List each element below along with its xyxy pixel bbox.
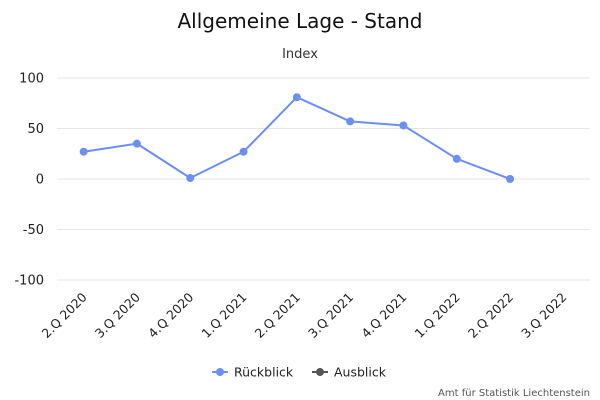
x-tick-label: 2.Q 2022 bbox=[465, 290, 516, 341]
series-layer bbox=[79, 93, 515, 183]
data-point[interactable] bbox=[399, 121, 408, 130]
x-tick-label: 4.Q 2021 bbox=[358, 290, 409, 341]
chart-title: Allgemeine Lage - Stand bbox=[178, 9, 423, 33]
data-point[interactable] bbox=[506, 175, 515, 183]
chart-subtitle: Index bbox=[282, 47, 318, 62]
grid-lines bbox=[57, 77, 590, 281]
y-axis-ticks: 100 50 0 -50 -100 bbox=[14, 72, 44, 289]
series-line bbox=[83, 96, 511, 180]
y-tick-label: 0 bbox=[36, 173, 44, 188]
legend-marker-rueckblick bbox=[216, 368, 224, 376]
data-point[interactable] bbox=[239, 147, 248, 156]
legend-item-ausblick[interactable]: Ausblick bbox=[312, 365, 387, 380]
data-point[interactable] bbox=[346, 117, 355, 126]
data-point[interactable] bbox=[186, 173, 195, 182]
legend-item-rueckblick[interactable]: Rückblick bbox=[212, 365, 294, 380]
x-axis-ticks: 2.Q 2020 3.Q 2020 4.Q 2020 1.Q 2021 2.Q 2021… bbox=[38, 289, 569, 340]
x-tick-label: 3.Q 2022 bbox=[518, 290, 569, 341]
legend-label-rueckblick: Rückblick bbox=[234, 365, 294, 380]
legend: Rückblick Ausblick bbox=[212, 365, 387, 380]
credits-text[interactable]: Amt für Statistik Liechtenstein bbox=[438, 388, 590, 399]
y-tick-label: 100 bbox=[19, 72, 44, 87]
x-tick-label: 3.Q 2021 bbox=[305, 290, 356, 341]
x-tick-label: 2.Q 2020 bbox=[38, 289, 89, 340]
data-point[interactable] bbox=[452, 154, 461, 163]
x-tick-label: 2.Q 2021 bbox=[252, 290, 303, 341]
y-tick-label: 50 bbox=[27, 122, 44, 137]
x-tick-label: 1.Q 2022 bbox=[412, 290, 463, 341]
y-tick-label: -50 bbox=[23, 223, 44, 238]
data-point[interactable] bbox=[79, 147, 88, 156]
data-point[interactable] bbox=[292, 93, 301, 102]
legend-marker-ausblick bbox=[316, 368, 324, 376]
y-tick-label: -100 bbox=[14, 274, 44, 289]
legend-label-ausblick: Ausblick bbox=[334, 365, 387, 380]
data-point[interactable] bbox=[132, 139, 141, 148]
x-tick-label: 1.Q 2021 bbox=[198, 290, 249, 341]
x-tick-label: 4.Q 2020 bbox=[145, 289, 196, 340]
x-tick-label: 3.Q 2020 bbox=[92, 289, 143, 340]
